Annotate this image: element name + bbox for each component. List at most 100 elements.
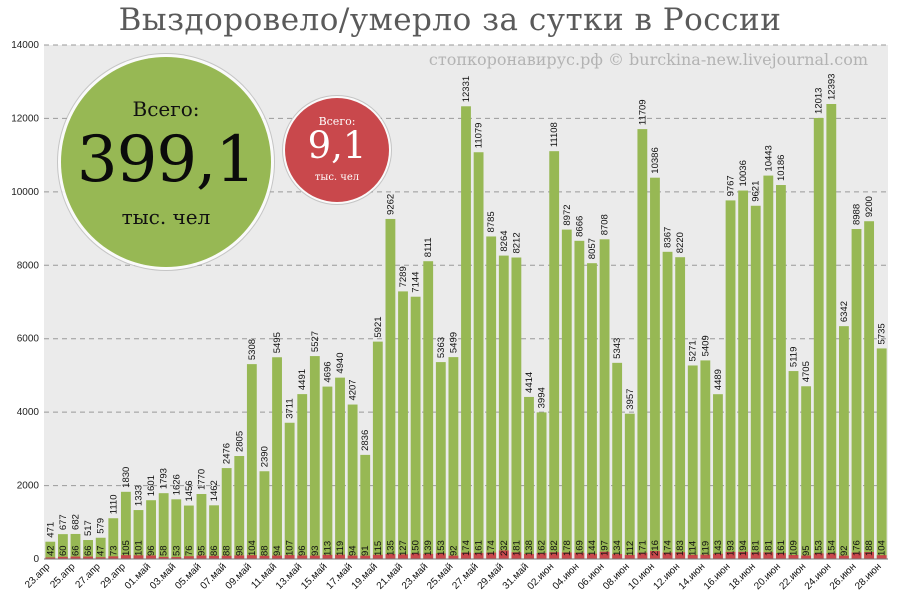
deaths-bar [448,555,459,559]
recovered-value-label: 1462 [209,480,220,501]
recovered-value-label: 3711 [285,398,296,418]
y-tick-label: 6000 [17,334,40,345]
recovered-bar [612,362,623,559]
deaths-value-label: 88 [222,545,233,556]
deaths-value-label: 113 [322,541,333,556]
recovered-value-label: 8785 [486,211,497,232]
recovered-value-label: 579 [96,518,107,534]
recovered-value-label: 9767 [726,175,737,196]
chart-title: Выздоровело/умерло за сутки в России [118,2,782,38]
y-tick-label: 2000 [17,481,40,492]
recovered-value-label: 1830 [121,467,132,488]
deaths-bar [763,552,774,559]
recovered-bar [246,364,257,559]
deaths-total-unit: тыс. чел [314,172,360,183]
y-tick-label: 4000 [17,407,40,418]
deaths-bar [335,554,345,559]
deaths-bar [272,555,282,559]
recovered-value-label: 1793 [159,468,170,489]
deaths-value-label: 216 [650,540,661,556]
recovered-value-label: 11709 [637,99,648,125]
recovered-bar [423,261,434,559]
recovered-bar [776,185,786,559]
deaths-bar [725,551,736,559]
deaths-value-label: 53 [171,545,182,556]
recovered-value-label: 10386 [650,147,661,173]
recovered-bar [813,117,824,559]
deaths-bar [851,552,862,559]
deaths-value-label: 94 [272,545,283,556]
recovered-bar [120,491,131,559]
recovered-bar [549,151,560,559]
deaths-value-label: 178 [562,540,573,556]
recovered-value-label: 2476 [222,443,233,464]
recovered-value-label: 4696 [322,361,333,382]
deaths-bar [196,555,207,559]
recovered-value-label: 12331 [461,76,472,102]
deaths-bar [687,554,698,559]
deaths-value-label: 76 [184,545,195,556]
deaths-bar [133,555,144,559]
deaths-bar [549,552,560,559]
recovered-bar [763,175,774,559]
deaths-value-label: 194 [738,540,749,556]
recovered-value-label: 8220 [675,232,686,253]
recovered-value-label: 8666 [574,216,585,237]
recovered-value-label: 4414 [524,372,535,393]
recovered-bar [57,534,68,559]
recovered-bar [272,357,282,559]
recovered-bar [398,291,408,559]
deaths-bar [322,554,333,559]
deaths-bar [813,553,824,559]
recovered-total-value: 399,1 [76,123,256,197]
recovered-bar [662,251,673,559]
deaths-bar [801,555,812,559]
deaths-bar [788,554,799,559]
recovered-value-label: 4705 [801,361,812,382]
x-tick-label: 02.июн [526,561,557,592]
x-tick-label: 10.июн [626,561,657,592]
recovered-bar [259,471,270,559]
recovered-value-label: 8988 [852,204,863,225]
recovered-value-label: 5343 [612,338,623,359]
recovered-value-label: 8972 [562,204,573,225]
x-tick-label: 29.май [476,561,506,591]
recovered-bar [158,493,169,559]
deaths-value-label: 95 [196,545,207,556]
recovered-value-label: 5499 [448,332,459,353]
x-tick-label: 26.июн [828,561,859,592]
deaths-value-label: 144 [587,540,598,556]
recovered-value-label: 11079 [474,123,485,149]
deaths-bar [234,555,245,559]
deaths-bar [486,552,497,559]
deaths-value-label: 153 [436,540,447,556]
recovered-value-label: 8367 [663,227,674,248]
x-tick-label: 27.апр [73,561,103,591]
deaths-bar [70,556,81,559]
deaths-value-label: 58 [159,545,170,556]
recovered-bar [561,229,572,559]
recovered-bar [133,510,144,559]
deaths-value-label: 161 [776,540,787,556]
deaths-value-label: 143 [713,540,724,556]
deaths-bar [183,556,194,559]
deaths-value-label: 95 [801,545,812,556]
recovered-value-label: 4940 [335,352,346,373]
recovered-bar [675,257,686,559]
deaths-value-label: 101 [133,540,144,556]
x-tick-label: 21.май [375,561,405,591]
deaths-bar [876,555,887,559]
x-tick-label: 06.июн [576,561,607,592]
x-tick-label: 17.май [324,561,354,591]
deaths-bar [410,553,421,559]
recovered-value-label: 8057 [587,238,598,259]
x-tick-label: 25.апр [48,561,78,591]
recovered-value-label: 517 [83,520,94,536]
x-tick-label: 20.июн [752,561,783,592]
recovered-bar [536,412,547,559]
x-tick-label: 09.май [224,561,254,591]
y-tick-label: 8000 [17,260,40,271]
deaths-value-label: 47 [96,545,107,556]
deaths-value-label: 153 [814,540,825,556]
recovered-bar [234,456,245,559]
